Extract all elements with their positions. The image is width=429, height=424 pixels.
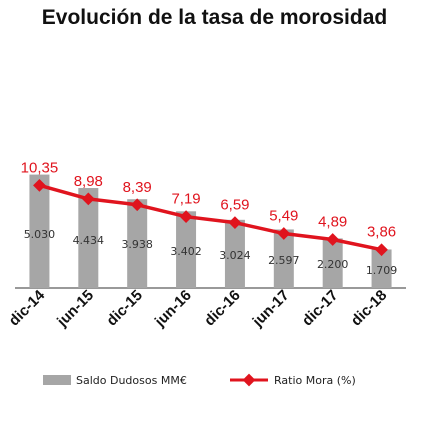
ratio-value-label: 8,39 xyxy=(123,179,152,196)
x-tick-labels: dic-14 jun-15 dic-15 jun-16 dic-16 jun-17 dic-… xyxy=(6,286,391,330)
bars-layer xyxy=(29,174,392,288)
bar-dic-15 xyxy=(127,199,148,288)
ratio-marker xyxy=(326,233,340,246)
ratio-value-label: 7,19 xyxy=(171,191,200,208)
bar-jun-16 xyxy=(176,211,197,288)
ratio-marker xyxy=(228,216,242,229)
legend-bar-label: Saldo Dudosos MM€ xyxy=(76,374,187,387)
bar-value-label: 3.402 xyxy=(170,245,202,258)
legend-line-marker xyxy=(242,373,256,387)
ratio-marker xyxy=(277,227,291,240)
ratio-marker xyxy=(81,192,95,206)
bar-dic-18 xyxy=(371,249,392,288)
ratio-value-label: 4,89 xyxy=(318,213,347,230)
bar-jun-15 xyxy=(78,188,99,288)
legend-bar-swatch xyxy=(43,375,71,385)
ratio-labels-layer: 10,35 8,98 8,39 7,19 6,59 5,49 4,89 3,86 xyxy=(21,159,397,240)
ratio-value-label: 10,35 xyxy=(21,159,59,176)
ratio-value-label: 3,86 xyxy=(367,224,396,241)
bar-labels-layer: 5.030 4.434 3.938 3.402 3.024 2.597 2.200 1.709 xyxy=(24,228,398,277)
bar-dic-17 xyxy=(322,238,343,288)
x-tick-label: jun-16 xyxy=(151,287,195,331)
bar-value-label: 3.938 xyxy=(121,238,153,251)
bar-value-label: 2.200 xyxy=(317,258,349,271)
ratio-value-label: 5,49 xyxy=(269,208,298,225)
bar-value-label: 5.030 xyxy=(24,228,56,241)
x-tick-label: dic-15 xyxy=(103,287,146,330)
bar-jun-17 xyxy=(273,229,294,288)
x-tick-label: dic-18 xyxy=(348,287,391,330)
bar-value-label: 1.709 xyxy=(366,264,398,277)
legend: Saldo Dudosos MM€ Ratio Mora (%) xyxy=(43,373,356,387)
bar-dic-14 xyxy=(29,174,50,288)
ratio-value-label: 8,98 xyxy=(74,173,103,190)
ratio-marker xyxy=(33,178,46,192)
bar-value-label: 2.597 xyxy=(268,254,300,267)
x-tick-label: dic-17 xyxy=(299,287,342,330)
legend-line-label: Ratio Mora (%) xyxy=(274,374,356,387)
ratio-line-layer xyxy=(33,178,388,257)
ratio-marker xyxy=(375,243,388,257)
ratio-value-label: 6,59 xyxy=(220,197,249,214)
x-tick-label: jun-15 xyxy=(53,287,97,331)
bar-value-label: 3.024 xyxy=(219,249,251,262)
ratio-marker xyxy=(130,198,144,212)
chart-title: Evolución de la tasa de morosidad xyxy=(41,6,388,29)
bar-dic-16 xyxy=(224,219,245,288)
bar-value-label: 4.434 xyxy=(73,234,105,247)
x-tick-label: dic-16 xyxy=(201,287,244,330)
x-tick-label: dic-14 xyxy=(6,286,49,329)
ratio-marker xyxy=(179,210,193,224)
ratio-line xyxy=(38,183,382,252)
x-tick-label: jun-17 xyxy=(249,287,293,331)
